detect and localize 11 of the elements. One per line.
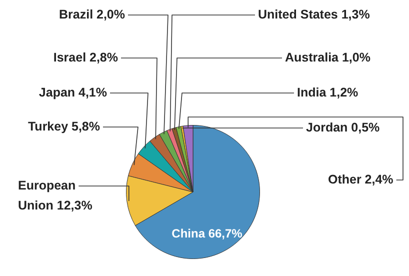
slice-label: Other 2,4%	[328, 172, 394, 186]
slice-label: Brazil 2,0%	[58, 7, 126, 22]
slice-label: Israel 2,8%	[53, 50, 118, 64]
slice-label: Japan 4,1%	[38, 85, 108, 100]
slice-label: European Union 12,3%	[18, 178, 92, 212]
slice-label: China 66,7%	[172, 226, 243, 240]
slice-label: India 1,2%	[297, 85, 358, 100]
slice-label: Turkey 5,8%	[28, 119, 100, 134]
slice-label: Jordan 0,5%	[306, 120, 380, 134]
slice-label: Australia 1,0%	[285, 50, 370, 64]
slice-label: United States 1,3%	[258, 7, 370, 22]
